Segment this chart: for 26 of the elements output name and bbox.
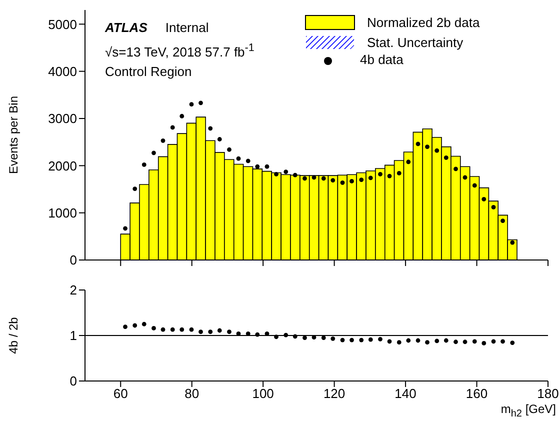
y-axis-title: Events per Bin — [6, 96, 20, 174]
x-tick-label: 160 — [466, 386, 488, 402]
annotation: Internal — [165, 19, 209, 37]
annotation: Stat. Uncertainty — [367, 34, 464, 50]
annotation: Control Region — [105, 63, 193, 82]
x-tick-label: 60 — [113, 386, 128, 402]
legend-label: 4b data — [360, 52, 404, 67]
x-tick-label: 80 — [184, 386, 200, 402]
y-tick-label: 5000 — [48, 16, 77, 32]
y-tick-label: 0 — [70, 374, 77, 389]
annotation: √s=13 TeV, 2018 57.7 fb$^{-1}$ — [105, 41, 254, 62]
annotation: ATLAS — [105, 19, 148, 37]
legend-label: Normalized 2b data — [367, 14, 480, 30]
x-axis-title: m$_{h2}$ [GeV] — [500, 402, 556, 419]
y-tick-label: 2 — [70, 282, 77, 298]
x-tick-label: 140 — [394, 386, 416, 402]
y-tick-label: 0 — [70, 252, 77, 268]
x-tick-label: 180 — [537, 386, 559, 402]
x-tick-label: 120 — [323, 386, 346, 402]
x-tick-label: 100 — [252, 386, 274, 402]
y-tick-label: 4000 — [48, 64, 77, 79]
y-tick-label: 1000 — [48, 205, 77, 220]
y-tick-label: 1 — [70, 328, 77, 344]
y-tick-label: 2000 — [48, 158, 77, 174]
y-axis-title: 4b / 2b — [6, 316, 20, 354]
y-tick-label: 3000 — [48, 111, 77, 126]
